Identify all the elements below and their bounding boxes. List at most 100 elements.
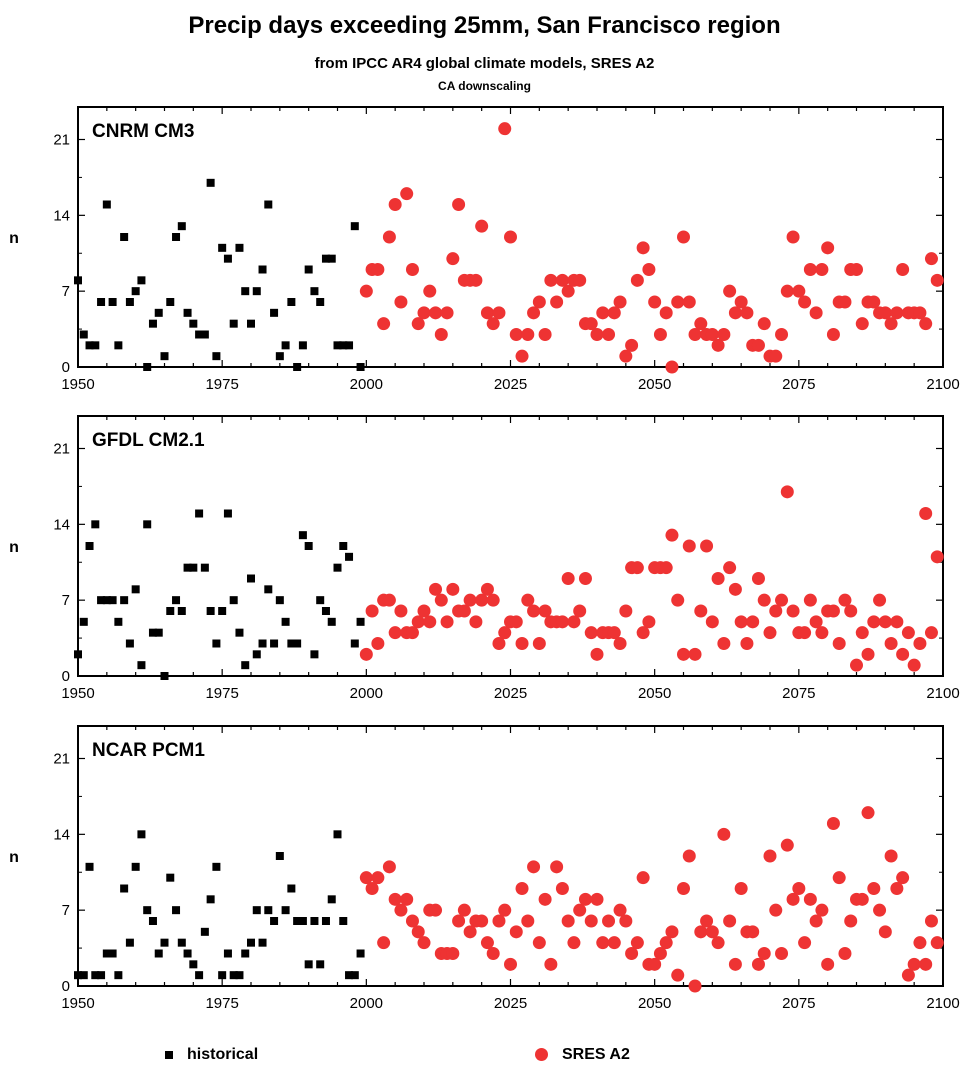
historical-point <box>154 308 163 317</box>
y-tick-label: 14 <box>53 826 70 843</box>
sres-point <box>446 252 460 266</box>
plot-frame <box>77 725 944 987</box>
historical-point <box>223 509 232 518</box>
sres-point <box>382 860 396 874</box>
sres-point <box>723 284 737 298</box>
panel-title: GFDL CM2.1 <box>92 430 205 451</box>
sres-point <box>757 317 771 331</box>
sres-point <box>855 626 869 640</box>
historical-point <box>154 628 163 637</box>
sres-point <box>798 936 812 950</box>
sres-point <box>861 647 875 661</box>
sres-point <box>480 936 494 950</box>
sres-point <box>930 936 944 950</box>
historical-point <box>120 596 129 605</box>
historical-point <box>108 596 117 605</box>
historical-point <box>247 938 255 947</box>
historical-point <box>200 927 209 936</box>
chart-title: Precip days exceeding 25mm, San Francisc… <box>188 12 781 39</box>
historical-point <box>310 287 319 296</box>
sres-point <box>619 604 633 618</box>
sres-point <box>532 637 546 650</box>
x-tick-label: 1950 <box>61 685 94 702</box>
sres-point <box>532 295 546 309</box>
historical-point <box>252 650 261 659</box>
x-tick-label: 1950 <box>61 376 94 393</box>
sres-point <box>555 882 569 895</box>
historical-point <box>160 672 169 680</box>
sres-point <box>365 604 379 618</box>
y-tick-label: 7 <box>62 592 70 609</box>
historical-point <box>148 319 157 328</box>
x-tick-label: 2100 <box>926 995 959 1012</box>
sres-point <box>515 349 529 363</box>
sres-point <box>475 219 489 233</box>
sres-point <box>734 615 748 629</box>
sres-point <box>815 263 829 276</box>
sres-point <box>780 485 794 499</box>
sres-point <box>838 295 852 309</box>
sres-point <box>359 871 373 885</box>
series-historical <box>74 178 365 371</box>
sres-point <box>769 903 783 917</box>
historical-point <box>327 895 336 904</box>
historical-point <box>235 243 244 252</box>
sres-point <box>907 658 921 672</box>
series-historical <box>74 509 365 680</box>
historical-point <box>223 254 232 263</box>
historical-point <box>333 563 342 572</box>
chart-subtitle: from IPCC AR4 global climate models, SRE… <box>314 55 655 72</box>
sres-point <box>769 604 783 618</box>
y-tick-label: 7 <box>62 902 70 919</box>
historical-point <box>160 352 169 361</box>
sres-point <box>688 979 702 993</box>
historical-point <box>350 639 359 648</box>
sres-point <box>359 647 373 661</box>
sres-point <box>867 882 881 895</box>
sres-point <box>717 637 731 650</box>
historical-point <box>172 596 181 605</box>
historical-point <box>212 862 221 871</box>
sres-point <box>896 647 910 661</box>
sres-point <box>625 947 639 960</box>
panel-1: 1950 1975 2000 2025 2050 2075 2100 0 7 14 21 n CNRM … <box>9 106 960 393</box>
sres-point <box>919 507 933 520</box>
sres-point <box>457 903 471 917</box>
historical-point <box>293 363 302 371</box>
historical-point <box>264 585 273 594</box>
sres-point <box>653 947 667 960</box>
x-tick-label: 1975 <box>205 685 238 702</box>
sres-point <box>475 593 489 607</box>
historical-point <box>229 596 238 605</box>
sres-point <box>705 925 719 939</box>
sres-point <box>411 317 425 331</box>
sres-point <box>596 936 610 950</box>
sres-point <box>504 957 517 971</box>
sres-point <box>584 317 598 331</box>
historical-point <box>79 330 88 339</box>
historical-point <box>310 917 319 925</box>
sres-point <box>515 637 529 650</box>
historical-point <box>74 650 82 659</box>
historical-point <box>287 298 296 306</box>
sres-point <box>405 626 419 640</box>
x-tick-label: 2000 <box>350 685 383 702</box>
historical-point <box>264 200 273 209</box>
historical-point <box>247 574 255 583</box>
sres-point <box>578 892 592 906</box>
historical-point <box>200 330 209 339</box>
historical-point <box>327 617 336 626</box>
sres-point <box>486 317 500 331</box>
historical-point <box>316 960 325 969</box>
sres-point <box>913 306 927 320</box>
sres-point <box>659 306 673 320</box>
sres-point <box>757 593 771 607</box>
historical-point <box>281 341 290 350</box>
historical-point <box>102 596 111 605</box>
sres-point <box>463 925 477 939</box>
x-tick-label: 2050 <box>638 376 671 393</box>
sres-point <box>786 892 800 906</box>
historical-point <box>154 949 163 958</box>
sres-point <box>613 637 627 650</box>
sres-point <box>855 317 869 331</box>
